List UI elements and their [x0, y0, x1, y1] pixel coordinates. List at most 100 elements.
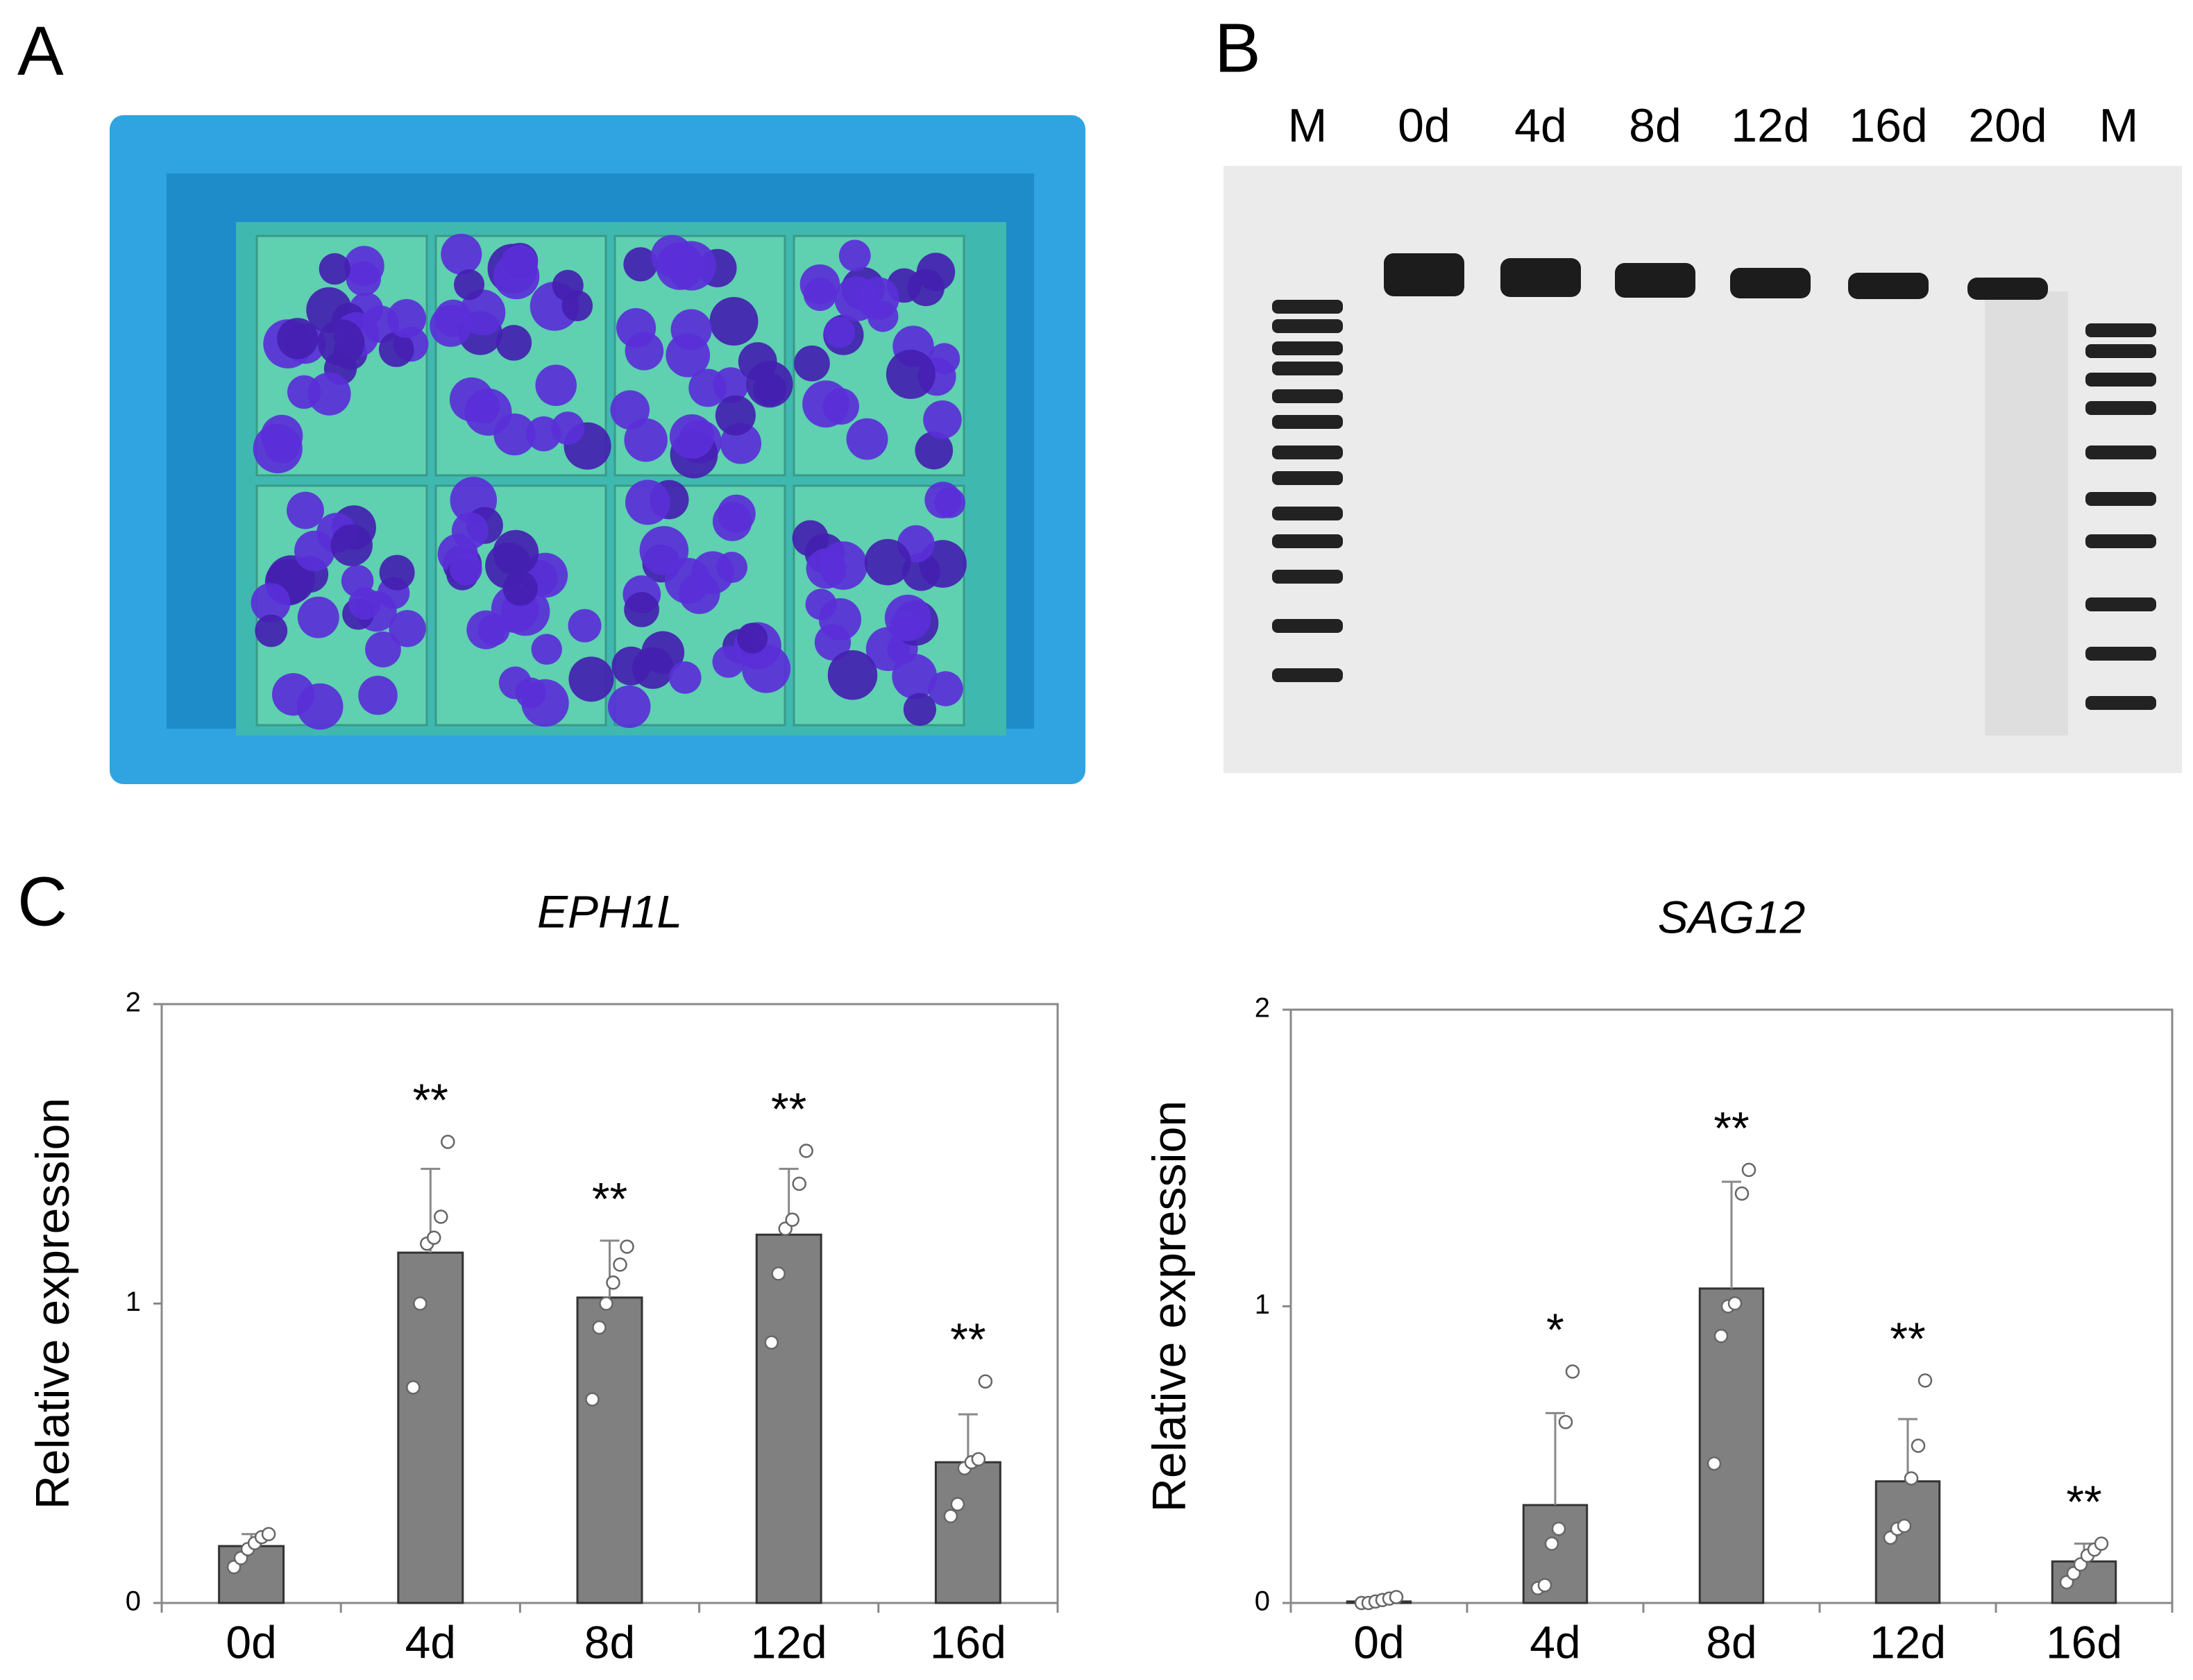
flower	[296, 683, 344, 730]
error-bar	[1722, 1180, 1741, 1289]
y-axis-label: Relative expression	[1143, 1101, 1196, 1512]
panel-label: C	[17, 863, 67, 940]
flower	[666, 332, 711, 377]
flower	[892, 654, 938, 699]
flower	[358, 675, 398, 715]
lane-label: 8d	[1629, 99, 1682, 152]
ladder-band	[2085, 401, 2156, 415]
flower	[794, 345, 830, 382]
x-tick-label: 12d	[1870, 1616, 1946, 1668]
flower	[916, 253, 956, 291]
flower	[568, 656, 614, 702]
data-point	[606, 1275, 620, 1290]
flower	[498, 666, 532, 699]
flower	[827, 650, 878, 700]
gel-smear	[1985, 291, 2068, 736]
x-tick-label: 8d	[1706, 1616, 1756, 1668]
ladder-band	[1272, 389, 1343, 403]
ladder-band	[2085, 344, 2156, 358]
data-point	[620, 1239, 634, 1254]
lane-label: M	[1288, 99, 1328, 152]
y-tick-label: 0	[126, 1586, 141, 1617]
data-point	[771, 1266, 786, 1281]
data-point	[1707, 1456, 1722, 1471]
data-point	[1565, 1364, 1580, 1379]
flower	[624, 592, 659, 627]
ladder-band	[1272, 534, 1343, 548]
bar	[397, 1251, 464, 1604]
flower	[805, 588, 837, 620]
ladder-band	[1272, 362, 1343, 375]
significance: **	[2066, 1476, 2101, 1527]
data-point	[1917, 1373, 1933, 1388]
sample-band	[1384, 253, 1464, 296]
flower	[277, 318, 319, 359]
flower	[387, 298, 426, 339]
flower	[531, 634, 562, 665]
data-point	[1713, 1329, 1729, 1343]
flower	[552, 269, 584, 301]
x-tick-label: 0d	[226, 1616, 276, 1668]
flower	[319, 253, 350, 285]
flower	[330, 524, 373, 566]
flower	[502, 570, 538, 606]
photo-crate	[110, 115, 1085, 784]
significance: **	[1890, 1313, 1925, 1364]
panel-label: A	[17, 12, 64, 90]
chart-title: SAG12	[1658, 891, 1806, 942]
data-point	[971, 1452, 986, 1467]
significance: *	[1546, 1304, 1564, 1355]
flower	[459, 289, 506, 336]
data-point	[613, 1257, 627, 1272]
flower	[264, 428, 300, 464]
bar	[576, 1296, 643, 1604]
panel-label: B	[1214, 9, 1261, 87]
flower	[551, 411, 585, 446]
data-point	[1734, 1186, 1750, 1201]
error-bar	[958, 1413, 978, 1463]
data-point	[441, 1135, 455, 1149]
flower	[454, 269, 485, 300]
bar	[755, 1233, 822, 1604]
flower	[466, 610, 506, 650]
flower	[819, 541, 868, 590]
flower	[365, 631, 401, 668]
flower	[297, 596, 339, 638]
ladder-band	[2085, 647, 2156, 661]
flower	[287, 491, 324, 529]
flower	[500, 244, 539, 282]
flower	[493, 413, 536, 456]
flower	[623, 247, 658, 282]
flower	[535, 364, 577, 407]
ladder-band	[2085, 373, 2156, 387]
x-tick-label: 4d	[405, 1616, 456, 1668]
lane-label: 20d	[1968, 99, 2047, 152]
ladder-band	[1272, 341, 1343, 355]
flower	[449, 552, 482, 586]
sample-band	[1730, 268, 1811, 298]
flower	[441, 233, 482, 275]
error-bar	[1898, 1418, 1917, 1482]
data-point	[1897, 1518, 1912, 1534]
data-point	[950, 1497, 965, 1511]
flower	[901, 552, 940, 591]
data-point	[1727, 1296, 1743, 1311]
flower	[616, 308, 657, 348]
ladder-band	[1272, 300, 1343, 314]
flower	[752, 372, 787, 407]
ladder-band	[2085, 492, 2156, 506]
significance: **	[1713, 1102, 1749, 1153]
flower	[378, 332, 414, 367]
data-point	[785, 1212, 799, 1227]
data-point	[599, 1296, 613, 1311]
flower	[669, 414, 715, 459]
ladder-band	[2085, 597, 2156, 611]
sample-band	[1615, 263, 1695, 298]
sample-band	[1848, 273, 1929, 299]
x-tick-label: 12d	[751, 1616, 827, 1668]
ladder-band	[1272, 570, 1343, 584]
data-point	[585, 1392, 600, 1407]
flower	[928, 671, 963, 706]
flower	[568, 609, 602, 643]
